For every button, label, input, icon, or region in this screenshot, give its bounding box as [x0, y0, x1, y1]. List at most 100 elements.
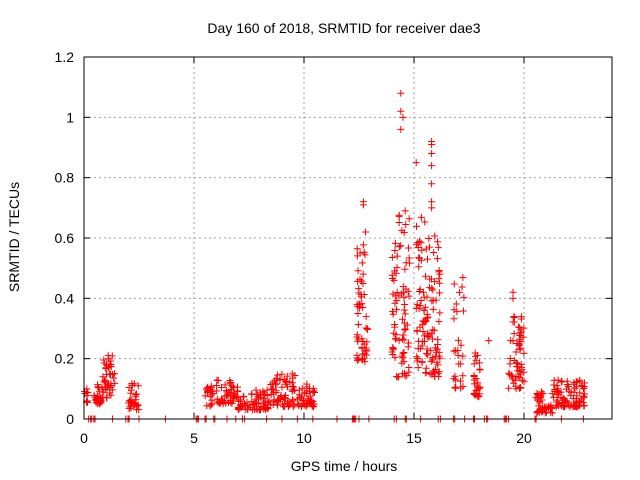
data-point	[436, 309, 444, 317]
data-point	[124, 399, 132, 407]
data-point	[289, 382, 297, 390]
data-point	[285, 402, 293, 410]
data-point	[457, 341, 465, 349]
data-point	[412, 304, 420, 312]
data-point	[110, 374, 118, 382]
data-point	[298, 384, 306, 392]
data-point	[432, 296, 440, 304]
data-point	[354, 310, 362, 318]
data-point	[96, 396, 104, 404]
data-point	[201, 392, 209, 400]
data-point	[221, 381, 229, 389]
data-point	[515, 335, 523, 343]
data-point	[127, 389, 135, 397]
data-point	[95, 384, 103, 392]
data-point	[541, 409, 549, 417]
data-point	[516, 368, 524, 376]
data-point	[395, 243, 403, 251]
data-point	[422, 272, 430, 280]
data-point	[422, 245, 430, 253]
data-point	[428, 371, 436, 379]
data-point	[397, 107, 405, 115]
data-point	[389, 345, 397, 353]
data-point	[232, 393, 240, 401]
data-point	[391, 335, 399, 343]
data-point	[204, 386, 212, 394]
data-point	[512, 348, 520, 356]
data-point	[578, 382, 586, 390]
data-point	[416, 323, 424, 331]
data-point	[256, 391, 264, 399]
data-point	[278, 370, 286, 378]
data-point	[423, 255, 431, 263]
data-point	[471, 391, 479, 399]
data-point	[419, 288, 427, 296]
data-point	[550, 376, 558, 384]
data-point	[470, 360, 478, 368]
data-point	[509, 294, 517, 302]
data-point	[428, 162, 436, 170]
data-point	[452, 300, 460, 308]
data-point	[355, 289, 363, 297]
data-point	[203, 385, 211, 393]
data-point	[353, 331, 361, 339]
data-point	[134, 402, 142, 410]
data-point	[413, 327, 421, 335]
data-point	[561, 396, 569, 404]
data-point	[84, 388, 92, 396]
data-point	[358, 259, 366, 267]
data-point	[519, 333, 527, 341]
x-axis-title: GPS time / hours	[291, 458, 398, 474]
data-point	[354, 267, 362, 275]
data-point	[397, 125, 405, 133]
data-point	[413, 353, 421, 361]
data-point	[104, 352, 112, 360]
data-point	[571, 384, 579, 392]
data-point	[267, 390, 275, 398]
y-tick-label: 0.8	[55, 170, 75, 186]
data-point	[234, 388, 242, 396]
data-point	[270, 396, 278, 404]
data-point	[289, 374, 297, 382]
data-point	[309, 403, 317, 411]
data-point	[430, 249, 438, 257]
data-point	[260, 395, 268, 403]
data-point	[288, 396, 296, 404]
data-point	[510, 314, 518, 322]
data-point	[298, 392, 306, 400]
data-point	[391, 239, 399, 247]
data-point	[433, 359, 441, 367]
data-point	[393, 264, 401, 272]
data-point	[452, 376, 460, 384]
data-point	[576, 398, 584, 406]
data-point	[359, 241, 367, 249]
data-point	[401, 325, 409, 333]
data-point	[252, 399, 260, 407]
data-point	[421, 303, 429, 311]
data-point	[541, 403, 549, 411]
data-point	[245, 401, 253, 409]
data-point	[273, 371, 281, 379]
data-point	[425, 234, 433, 242]
data-point	[422, 369, 430, 377]
data-point	[509, 288, 517, 296]
data-point	[405, 292, 413, 300]
data-point	[220, 397, 228, 405]
data-point	[359, 350, 367, 358]
data-point	[360, 248, 368, 256]
data-point	[560, 402, 568, 410]
data-point	[309, 388, 317, 396]
data-point	[573, 403, 581, 411]
data-point	[517, 313, 525, 321]
data-point	[102, 386, 110, 394]
data-point	[428, 204, 436, 212]
data-point	[272, 389, 280, 397]
data-point	[399, 113, 407, 121]
data-point	[573, 392, 581, 400]
data-point	[127, 404, 135, 412]
data-point	[355, 300, 363, 308]
data-point	[127, 386, 135, 394]
data-point	[135, 406, 143, 414]
data-point	[132, 393, 140, 401]
data-point	[295, 386, 303, 394]
